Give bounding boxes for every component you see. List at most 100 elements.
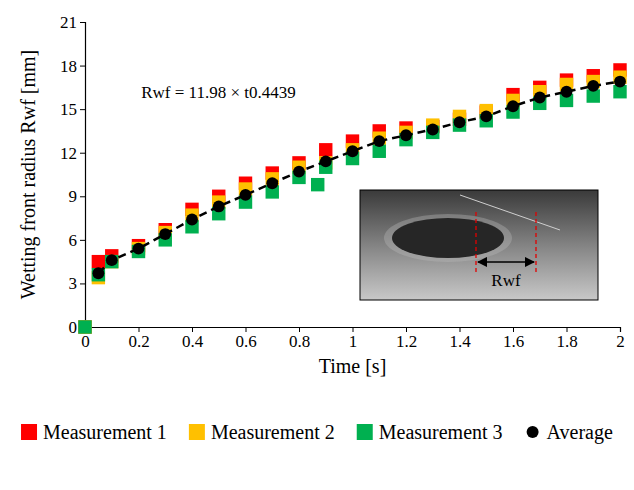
point	[133, 243, 145, 255]
point	[186, 214, 198, 226]
tick-label: 0.8	[289, 332, 310, 351]
tick: 0.6	[235, 327, 256, 351]
tick-label: 15	[60, 100, 77, 119]
series	[92, 76, 625, 280]
tick: 15	[60, 100, 85, 119]
inset-frame	[360, 190, 598, 300]
tick: 0.2	[128, 327, 149, 351]
point	[400, 129, 412, 141]
inset-rim	[384, 214, 512, 262]
point	[347, 145, 359, 157]
point	[293, 166, 305, 178]
tick: 3	[69, 274, 86, 293]
tick: 0.8	[289, 327, 310, 351]
point	[320, 156, 332, 168]
point	[319, 143, 332, 156]
chart: 0 0.2 0.4 0.6 0.8 1 1.2 1.4 1.6 1.8 2 0 3 6 9 12 15 18 21 T…	[0, 0, 634, 490]
legend-label: Average	[547, 421, 613, 444]
tick: 9	[69, 187, 86, 206]
legend-label: Measurement 2	[211, 421, 335, 443]
legend-marker	[357, 424, 373, 440]
legend-marker	[21, 424, 37, 440]
series	[78, 70, 626, 333]
point	[78, 320, 91, 333]
tick-mark	[80, 22, 85, 23]
tick-label: 21	[60, 13, 77, 32]
tick-label: 0	[69, 318, 78, 337]
inset-label: Rwf	[491, 271, 521, 290]
inset-wet-area	[392, 218, 504, 258]
point	[507, 100, 519, 112]
point	[373, 135, 385, 147]
tick-label: 1.4	[449, 332, 471, 351]
tick: 0.4	[182, 327, 204, 351]
point	[105, 255, 118, 268]
tick-label: 9	[69, 187, 78, 206]
point	[106, 254, 118, 266]
tick: 21	[60, 13, 85, 32]
tick-label: 1.8	[556, 332, 577, 351]
inset-arrow	[478, 261, 534, 263]
tick: 6	[69, 231, 86, 250]
series	[78, 85, 626, 334]
point	[92, 267, 104, 279]
tick-mark	[80, 66, 85, 67]
axis-line	[80, 23, 86, 328]
tick: 1.6	[503, 327, 524, 351]
x-axis: 0 0.2 0.4 0.6 0.8 1 1.2 1.4 1.6 1.8 2	[81, 327, 625, 351]
point	[213, 201, 225, 213]
point	[311, 178, 324, 191]
marks	[78, 63, 626, 333]
tick-label: 1	[349, 332, 358, 351]
tick: 18	[60, 57, 85, 76]
point	[92, 268, 105, 281]
legend-label: Measurement 3	[379, 421, 503, 443]
tick-label: 12	[60, 144, 77, 163]
tick-label: 1.6	[503, 332, 524, 351]
tick-label: 0.2	[128, 332, 149, 351]
series	[78, 63, 626, 333]
x-axis-title: Time [s]	[319, 355, 387, 377]
point	[561, 86, 573, 98]
y-axis: 0 3 6 9 12 15 18 21	[60, 13, 86, 337]
tick-mark	[80, 109, 85, 110]
legend-item: Measurement 3	[357, 421, 503, 443]
point	[92, 255, 105, 268]
point	[480, 110, 492, 122]
y-axis-title: Wetting front radius Rwf [mm]	[17, 50, 40, 299]
tick: 1.4	[449, 327, 471, 351]
tick-label: 0.4	[182, 332, 204, 351]
plot: 0 0.2 0.4 0.6 0.8 1 1.2 1.4 1.6 1.8 2 0 3 6 9 12 15 18 21 T…	[17, 13, 627, 377]
legend: Measurement 1 Measurement 2 Measurement 3 A…	[21, 421, 613, 444]
tick-mark	[80, 283, 85, 284]
tick: 12	[60, 144, 85, 163]
point	[454, 116, 466, 128]
annotation: Rwf = 11.98 × t0.4439	[141, 83, 296, 102]
tick-label: 18	[60, 57, 77, 76]
series-line	[98, 82, 620, 274]
legend-marker	[189, 424, 205, 440]
tick: 2	[616, 327, 625, 351]
legend-label: Measurement 1	[43, 421, 167, 443]
point	[266, 177, 278, 189]
point	[78, 320, 91, 333]
inset-needle	[460, 195, 560, 230]
tick-mark	[80, 240, 85, 241]
tick: 1	[349, 327, 358, 351]
tick-label: 1.2	[396, 332, 417, 351]
tick-label: 0.6	[235, 332, 256, 351]
tick-label: 3	[69, 274, 78, 293]
legend-item: Average	[527, 421, 613, 444]
point	[614, 76, 626, 88]
tick-label: 0	[81, 332, 90, 351]
point	[105, 255, 118, 268]
inset-marker-line	[535, 212, 536, 272]
point	[240, 189, 252, 201]
point	[587, 80, 599, 92]
inset-marker-line	[475, 212, 476, 272]
tick-label: 6	[69, 231, 78, 250]
tick-label: 2	[616, 332, 625, 351]
point	[346, 143, 359, 156]
point	[427, 124, 439, 136]
tick: 1.2	[396, 327, 417, 351]
